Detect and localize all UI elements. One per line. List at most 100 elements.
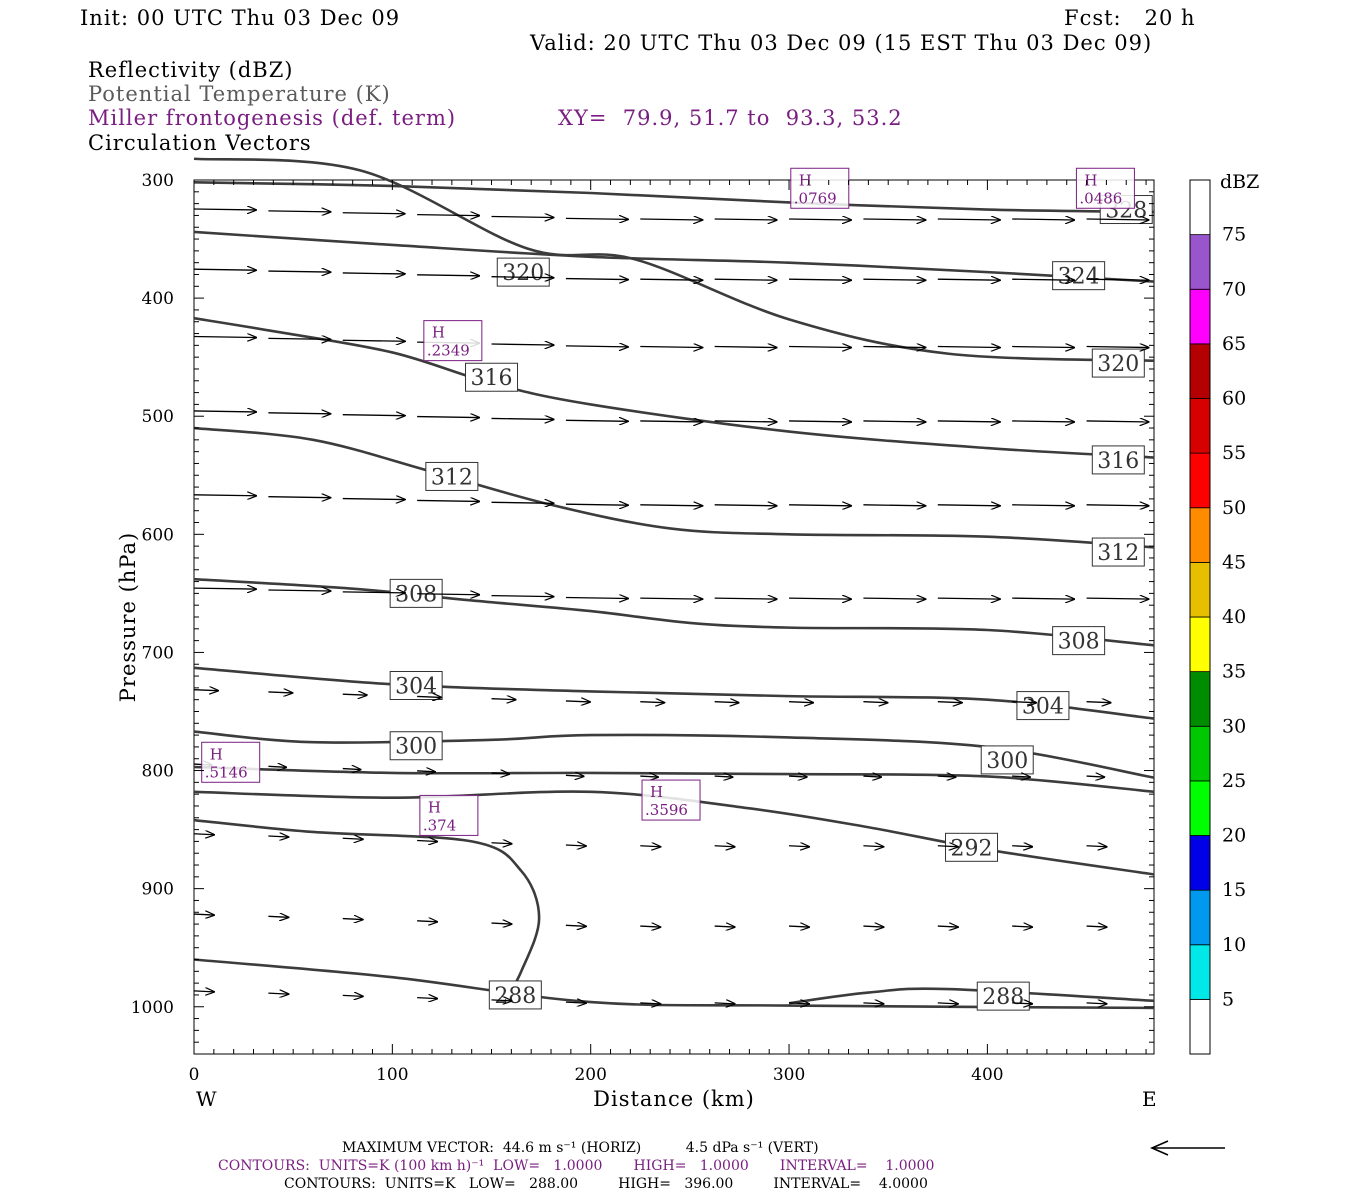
colorbar-bin (1189, 835, 1211, 891)
circulation-vector (565, 279, 628, 280)
circulation-vector (863, 702, 887, 703)
x-tick-label: 0 (189, 1065, 200, 1085)
circulation-vector (491, 596, 554, 597)
circulation-vector (193, 269, 256, 270)
circulation-vector (640, 1003, 660, 1004)
circulation-vector (1012, 421, 1074, 422)
circulation-vector (417, 417, 479, 418)
colorbar: 5 10 15 20 25 30 35 40 45 50 55 60 65 70 75 dBZ (1189, 171, 1259, 1055)
circulation-vector (417, 771, 435, 772)
circulation-vector (937, 347, 1000, 348)
circulation-vector (937, 421, 1000, 422)
circulation-vector (714, 219, 777, 220)
circulation-vector (1086, 219, 1149, 220)
circulation-vector (268, 413, 330, 414)
circulation-vector (937, 1003, 958, 1004)
contour-label-box (1091, 445, 1145, 475)
circulation-vector (1012, 776, 1030, 777)
circulation-vector (1086, 598, 1149, 599)
field-potential-temperature: Potential Temperature (K) (88, 82, 391, 106)
circulation-vector (342, 838, 363, 839)
east-label: E (1142, 1087, 1157, 1111)
colorbar-bin (1189, 725, 1211, 782)
circulation-vector (268, 766, 286, 767)
contour-label: 320 (502, 261, 544, 286)
frontogenesis-max-marker: H (432, 324, 445, 342)
circulation-vector (268, 993, 288, 994)
circulation-vector (863, 926, 883, 927)
circulation-vector (342, 769, 361, 770)
circulation-vector (193, 411, 256, 412)
west-label: W (196, 1087, 217, 1111)
circulation-vector (937, 598, 1000, 599)
circulation-vector (789, 279, 851, 280)
contour-label-box (496, 257, 550, 287)
circulation-vector (640, 926, 660, 927)
colorbar-label: 75 (1222, 224, 1246, 246)
contour-label: 300 (986, 749, 1028, 774)
x-tick-label: 100 (376, 1065, 408, 1085)
colorbar-label: 5 (1222, 988, 1234, 1010)
circulation-vector (342, 995, 363, 996)
circulation-vector (640, 505, 702, 506)
frontogenesis-max-marker: H (650, 783, 663, 801)
circulation-vector (789, 598, 851, 599)
circulation-vector (565, 420, 628, 421)
colorbar-label: 20 (1222, 825, 1246, 847)
circulation-vector (937, 846, 958, 847)
frontogenesis-max-marker: H (799, 171, 812, 189)
contour-label: 312 (1097, 541, 1139, 566)
circulation-vector (491, 344, 554, 345)
circulation-vector (193, 209, 256, 210)
y-tick-label: 400 (142, 289, 174, 309)
circulation-vector (714, 279, 777, 280)
circulation-vector (937, 926, 958, 927)
frontogenesis-max-value: .2349 (427, 342, 470, 360)
colorbar-bin (1189, 288, 1211, 345)
circulation-vector (268, 338, 330, 339)
colorbar-bin (1189, 507, 1211, 563)
colorbar-label: 25 (1222, 770, 1246, 792)
circulation-vector (1012, 1003, 1032, 1004)
colorbar-bin (1189, 998, 1211, 1055)
isentrope-288 (193, 818, 541, 1008)
colorbar-bin (1189, 616, 1211, 673)
colorbar-label: 10 (1222, 934, 1246, 956)
circulation-vector (640, 421, 702, 422)
circulation-vector (937, 219, 1000, 220)
circulation-vector (1086, 926, 1107, 927)
circulation-vector (714, 926, 735, 927)
reference-vector-head (1150, 1140, 1169, 1156)
circulation-vector (193, 337, 256, 338)
y-tick-label: 1000 (131, 998, 174, 1018)
circulation-vector (491, 773, 510, 774)
x-axis-title: Distance (km) (593, 1087, 755, 1111)
colorbar-label: 55 (1222, 442, 1246, 464)
colorbar-bin (1189, 889, 1211, 946)
colorbar-bin (1189, 398, 1211, 454)
circulation-vector (789, 219, 851, 220)
y-tick-label: 900 (142, 880, 174, 900)
contour-label-box (389, 731, 443, 761)
circulation-vector (417, 696, 441, 697)
circulation-vector (1012, 702, 1036, 703)
colorbar-title: dBZ (1220, 171, 1259, 193)
circulation-vector (193, 914, 214, 915)
circulation-vector (640, 347, 702, 348)
frontogenesis-max-marker: H (428, 798, 441, 816)
frontogenesis-max-box (790, 167, 850, 209)
plot-frame (193, 179, 1155, 1055)
circulation-vector (565, 597, 628, 598)
circulation-vector (789, 926, 809, 927)
circulation-vector (1012, 598, 1074, 599)
circulation-vector (714, 702, 739, 703)
circulation-vector (714, 598, 777, 599)
contour-label-box (1016, 691, 1070, 721)
circulation-vector (1012, 347, 1074, 348)
contour-label: 300 (395, 735, 437, 760)
frontogenesis-max-marker: H (1084, 171, 1097, 189)
circulation-vector (789, 421, 851, 422)
circulation-vector (565, 845, 586, 846)
circulation-vector (714, 505, 777, 506)
